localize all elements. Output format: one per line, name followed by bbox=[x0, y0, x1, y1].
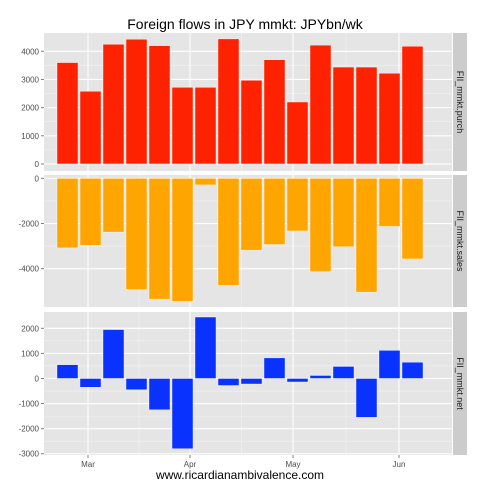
bar bbox=[56, 62, 79, 165]
bar bbox=[332, 366, 355, 379]
y-tick-label: -2000 bbox=[19, 425, 40, 434]
x-axis: Mar Apr May Jun bbox=[81, 455, 405, 469]
x-tick-label: Apr bbox=[184, 460, 197, 469]
bar bbox=[286, 178, 309, 232]
bar bbox=[309, 375, 332, 379]
panel-1: 0 1000 2000 3000 4000 FII_mmkt.purch bbox=[21, 33, 467, 171]
panel-2: 0 -2000 -4000 FII_mmkt.sales bbox=[19, 174, 467, 307]
y-tick-label: 2000 bbox=[21, 324, 39, 333]
chart-title: Foreign flows in JPY mmkt: JPYbn/wk bbox=[127, 16, 363, 32]
bar bbox=[240, 80, 263, 165]
y-tick-label: -4000 bbox=[19, 265, 40, 274]
bar bbox=[79, 378, 102, 388]
facet-strip bbox=[453, 33, 467, 171]
y-tick-label: -1000 bbox=[19, 400, 40, 409]
facet-strip bbox=[453, 312, 467, 455]
facet-strip bbox=[453, 175, 467, 307]
facet-strip-label: FII_mmkt.purch bbox=[455, 71, 465, 134]
chart-caption: www.ricardianambivalence.com bbox=[155, 468, 324, 480]
bar bbox=[332, 178, 355, 247]
bar bbox=[309, 178, 332, 272]
bar bbox=[217, 38, 240, 165]
bar bbox=[332, 66, 355, 165]
bar bbox=[102, 329, 125, 379]
bar bbox=[102, 178, 125, 233]
y-tick-label: 0 bbox=[35, 160, 40, 169]
bar bbox=[125, 378, 148, 390]
x-tick-label: Jun bbox=[393, 460, 406, 469]
bar bbox=[79, 91, 102, 165]
bar bbox=[148, 178, 171, 300]
bar bbox=[263, 178, 286, 245]
y-tick-label: 2000 bbox=[21, 104, 39, 113]
bar bbox=[355, 378, 378, 418]
bar bbox=[378, 350, 401, 379]
y-tick-label: 0 bbox=[35, 174, 40, 183]
bar bbox=[286, 101, 309, 165]
bar bbox=[401, 361, 424, 379]
y-tick-label: 4000 bbox=[21, 47, 39, 56]
y-tick-label: 0 bbox=[35, 374, 40, 383]
bar bbox=[401, 46, 424, 165]
facet-strip-label: FII_mmkt.sales bbox=[455, 210, 465, 272]
bar bbox=[240, 178, 263, 251]
bar bbox=[148, 45, 171, 165]
bar bbox=[102, 44, 125, 165]
bar bbox=[125, 178, 148, 290]
bar bbox=[263, 357, 286, 379]
bar bbox=[263, 59, 286, 165]
x-tick-label: May bbox=[285, 460, 300, 469]
bar bbox=[79, 178, 102, 246]
bar bbox=[56, 364, 79, 379]
bar bbox=[125, 38, 148, 165]
bar bbox=[194, 87, 217, 165]
bar bbox=[355, 66, 378, 165]
bar bbox=[378, 73, 401, 165]
bar bbox=[148, 378, 171, 411]
bar bbox=[378, 178, 401, 227]
bar bbox=[401, 178, 424, 260]
bar bbox=[217, 178, 240, 286]
y-tick-label: 3000 bbox=[21, 75, 39, 84]
bar bbox=[194, 178, 217, 186]
bar bbox=[217, 378, 240, 386]
panels-layer: 0 1000 2000 3000 4000 FII_mmkt.purch 0 -2000 -40… bbox=[19, 33, 467, 459]
bar bbox=[240, 378, 263, 385]
bar bbox=[309, 44, 332, 165]
bar bbox=[171, 87, 194, 165]
y-tick-label: -2000 bbox=[19, 220, 40, 229]
bar bbox=[194, 316, 217, 379]
bar bbox=[171, 378, 194, 449]
bar bbox=[171, 178, 194, 302]
x-tick-label: Mar bbox=[81, 460, 95, 469]
y-tick-label: 1000 bbox=[21, 349, 39, 358]
bar bbox=[355, 178, 378, 293]
panel-3: 2000 1000 0 -1000 -2000 -3000 FII_mmkt.net bbox=[19, 312, 467, 459]
bar bbox=[286, 378, 309, 383]
y-tick-label: 1000 bbox=[21, 132, 39, 141]
y-tick-label: -3000 bbox=[19, 450, 40, 459]
bar bbox=[56, 178, 79, 249]
facet-strip-label: FII_mmkt.net bbox=[455, 357, 465, 410]
